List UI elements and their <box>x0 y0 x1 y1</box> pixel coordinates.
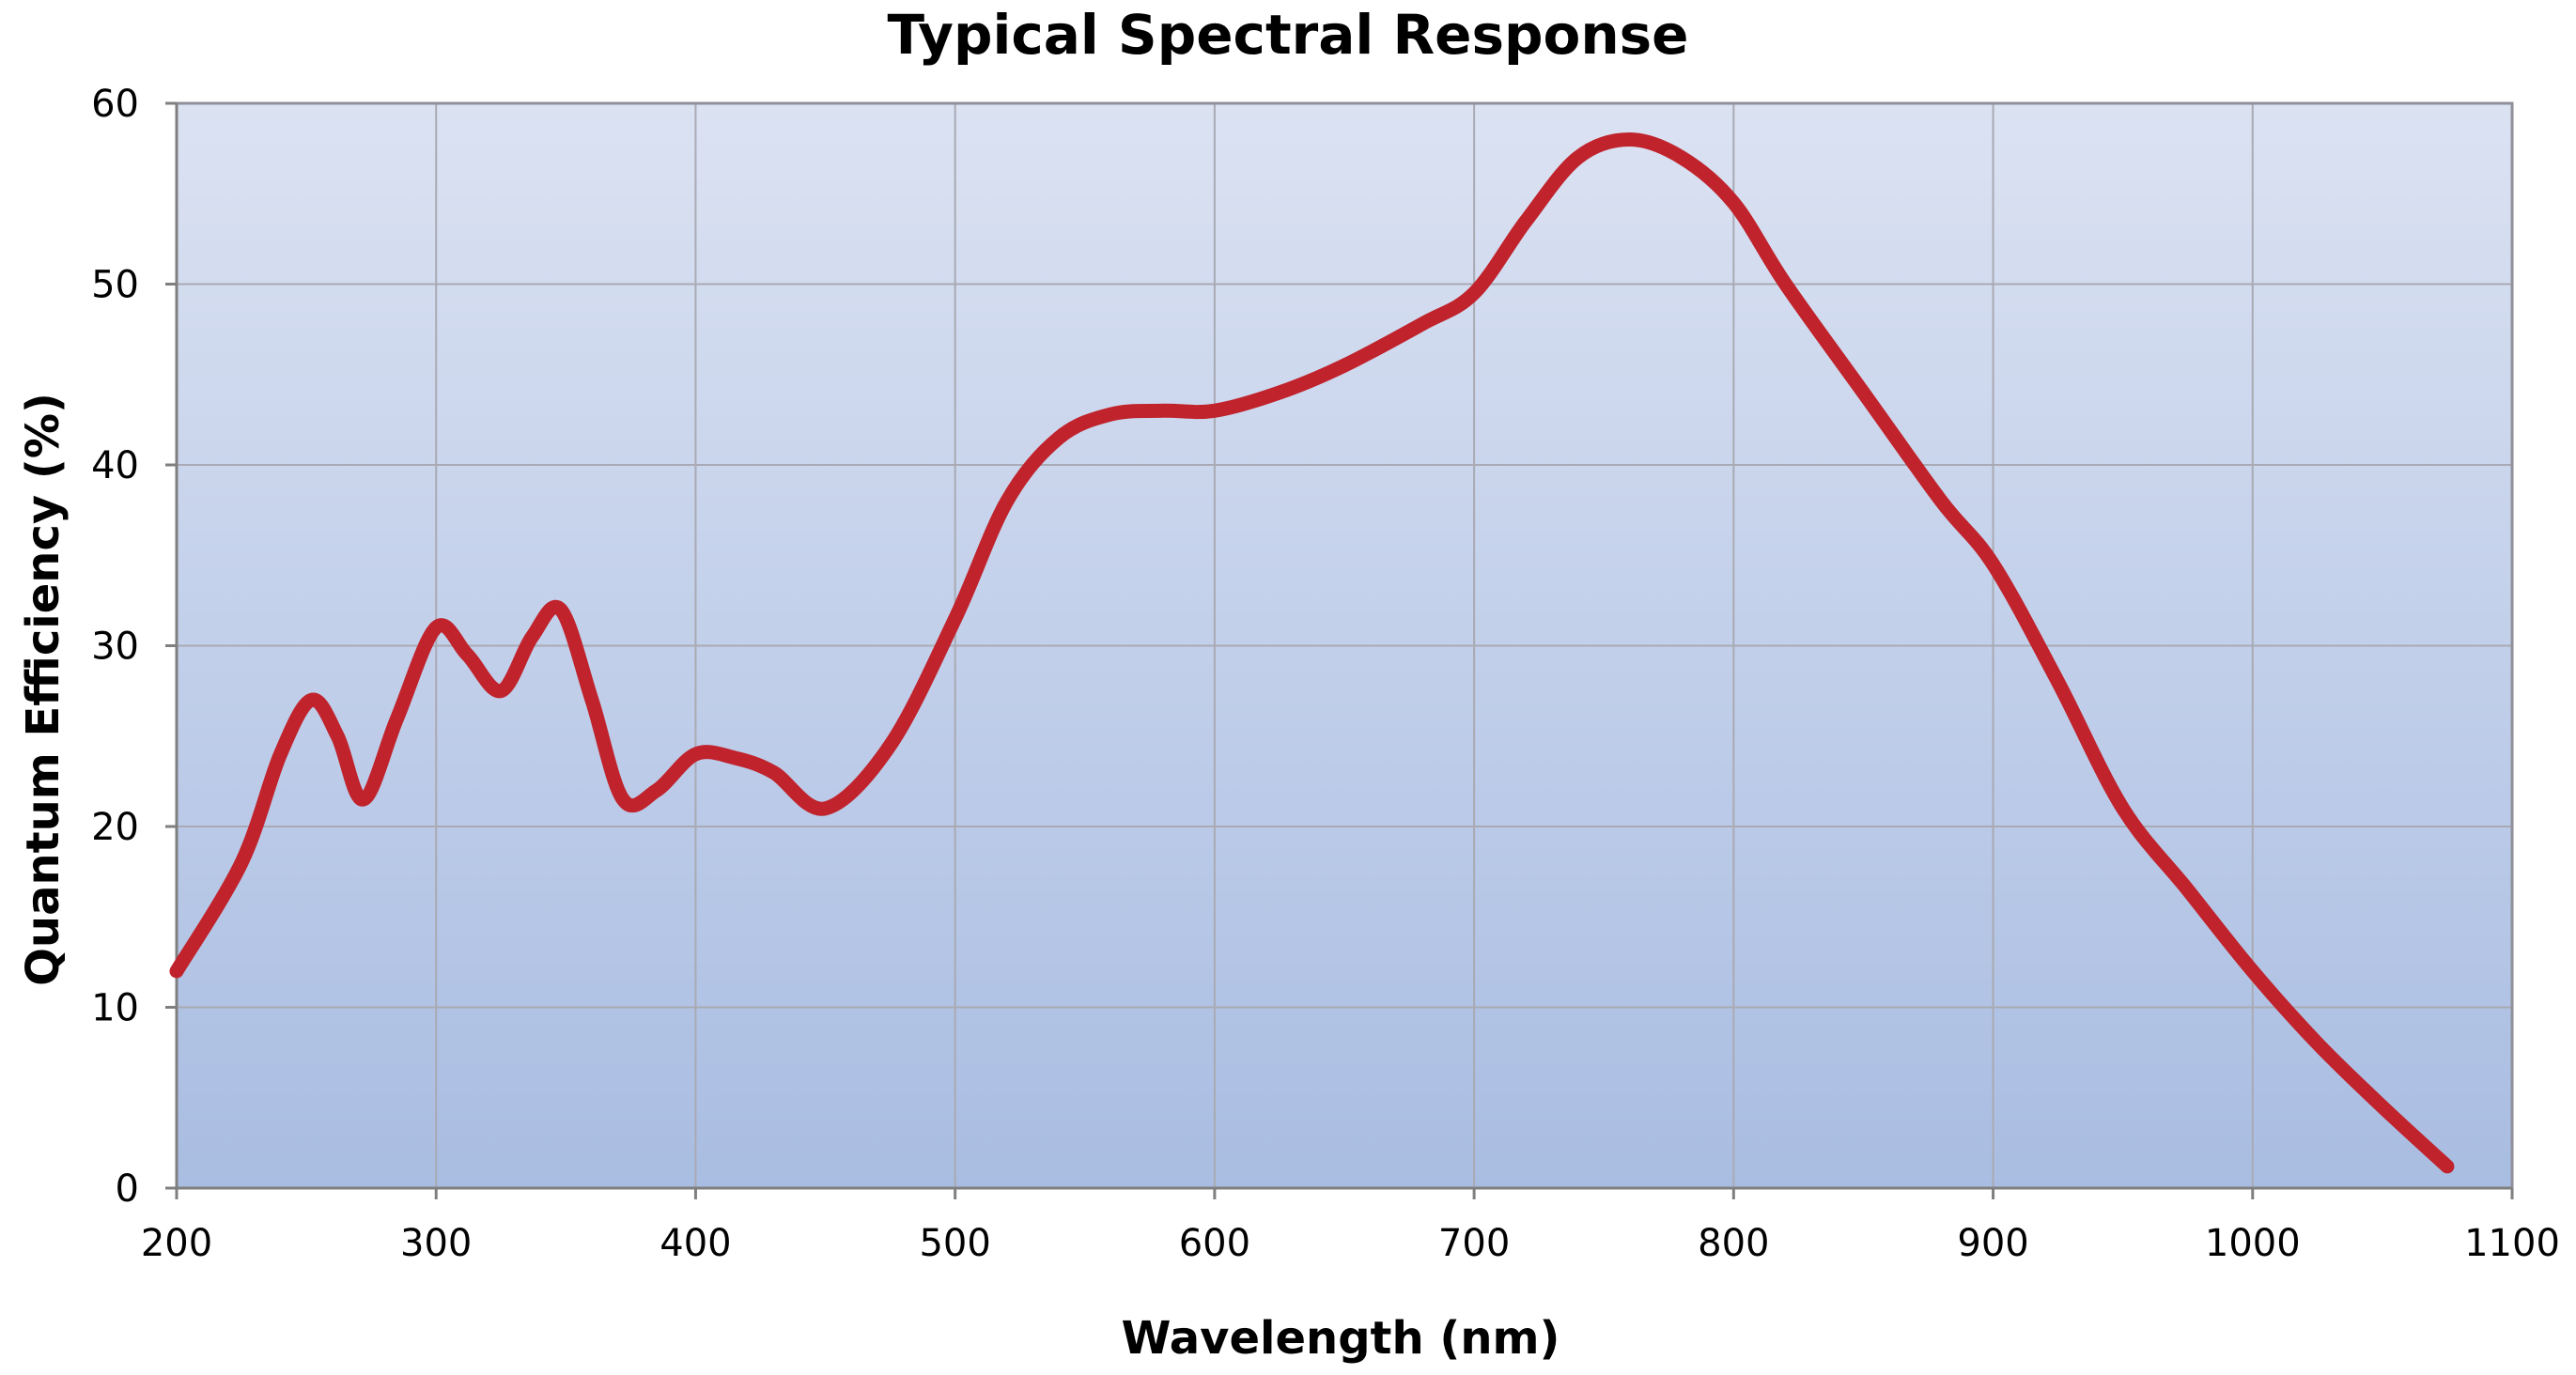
series-line-quantum-efficiency <box>169 132 2455 1174</box>
x-tick-label: 300 <box>400 1222 472 1265</box>
y-tick-label: 50 <box>91 264 139 307</box>
x-tick-label: 800 <box>1698 1222 1769 1265</box>
x-tick-labels: 200 300 400 500 600 700 800 900 1000 1100 <box>141 1222 2560 1265</box>
y-tick-label: 10 <box>91 987 139 1030</box>
x-tick-label: 700 <box>1438 1222 1510 1265</box>
y-tick-label: 40 <box>91 444 139 487</box>
x-tick-label: 1100 <box>2464 1222 2560 1265</box>
tick-marks <box>165 101 2514 1199</box>
y-tick-label: 60 <box>91 83 139 126</box>
x-tick-label: 500 <box>919 1222 990 1265</box>
chart-title: Typical Spectral Response <box>887 3 1688 67</box>
x-tick-label: 900 <box>1957 1222 2028 1265</box>
gridlines <box>177 103 2512 1188</box>
y-axis-label: Quantum Efficiency (%) <box>17 393 70 986</box>
x-tick-label: 1000 <box>2205 1222 2301 1265</box>
x-axis-label: Wavelength (nm) <box>1122 1312 1560 1365</box>
y-tick-labels: 0 10 20 30 40 50 60 <box>91 83 139 1211</box>
y-tick-label: 0 <box>116 1167 139 1211</box>
x-tick-label: 400 <box>660 1222 731 1265</box>
x-tick-label: 600 <box>1179 1222 1250 1265</box>
x-tick-label: 200 <box>141 1222 212 1265</box>
y-tick-label: 20 <box>91 806 139 849</box>
y-tick-label: 30 <box>91 626 139 669</box>
